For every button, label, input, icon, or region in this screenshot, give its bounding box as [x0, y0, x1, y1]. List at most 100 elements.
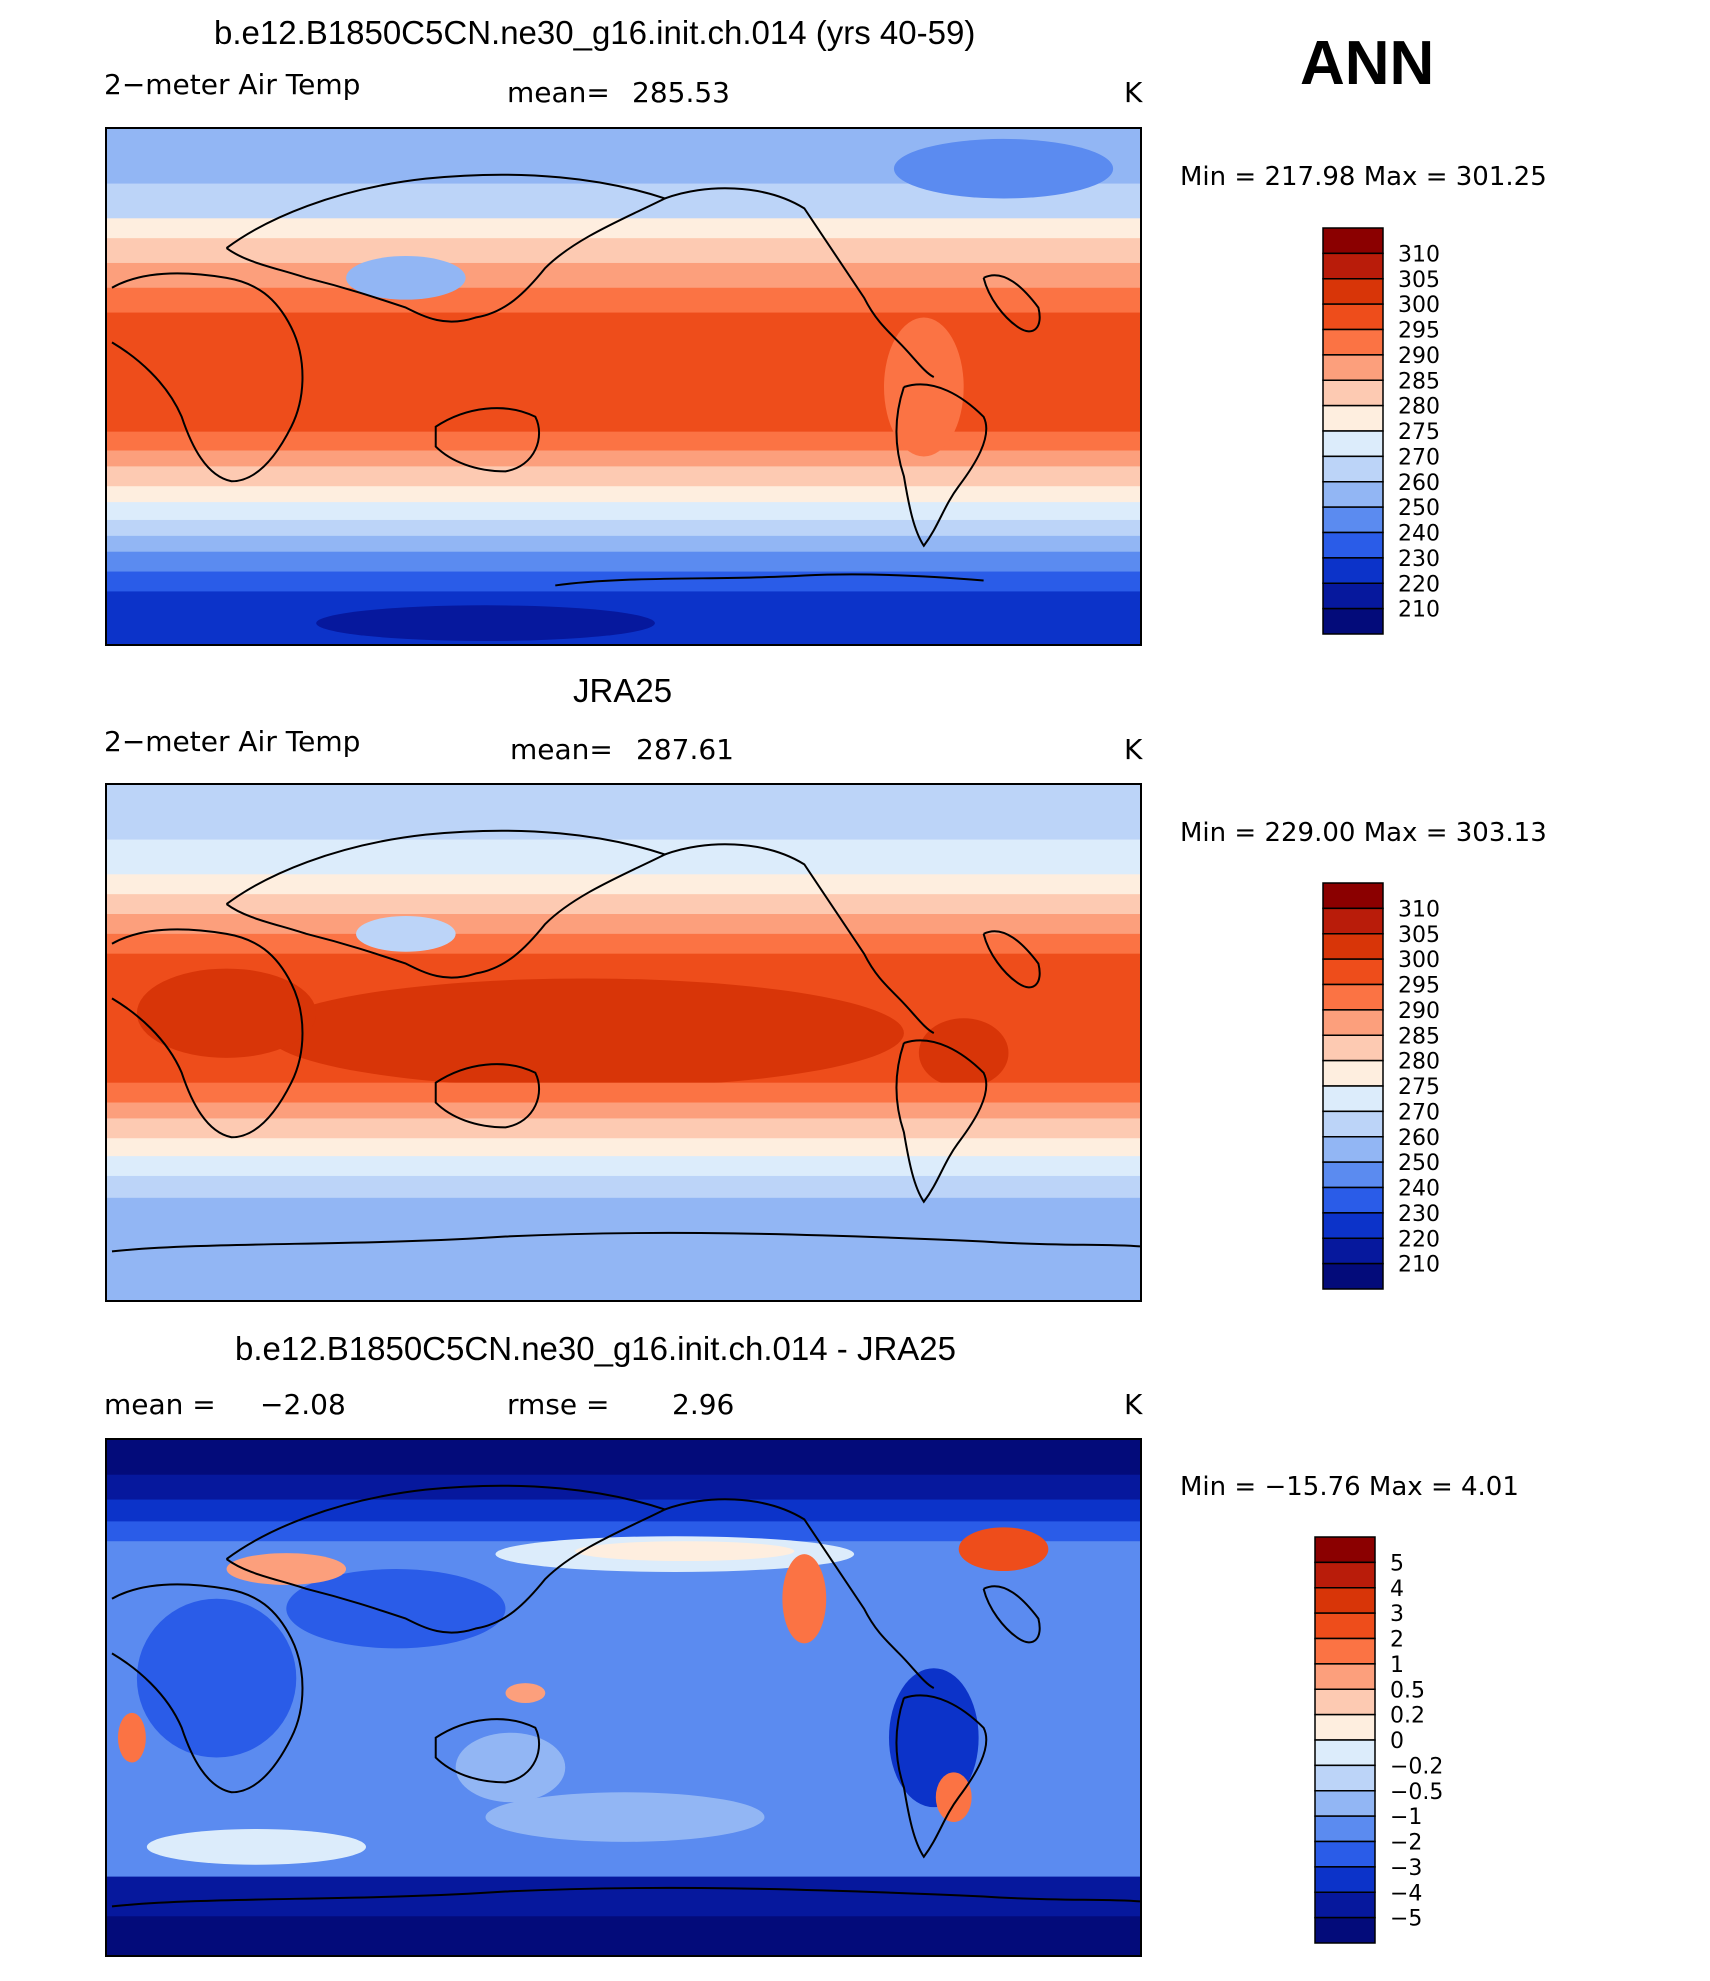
- colorbar-tick-label: 3: [1390, 1602, 1404, 1627]
- panel3-title: b.e12.B1850C5CN.ne30_g16.init.ch.014 - J…: [235, 1330, 956, 1367]
- panel3-map-svg: [107, 1440, 1140, 1955]
- colorbar-swatch: [1322, 379, 1384, 407]
- panel2-colorbar: 3103053002952902852802752702602502402302…: [1322, 882, 1440, 1290]
- colorbar-swatch: [1314, 1688, 1376, 1716]
- colorbar-tick-label: 305: [1398, 923, 1440, 948]
- colorbar-swatch: [1322, 455, 1384, 483]
- colorbar-swatch: [1322, 404, 1384, 432]
- colorbar-tick-label: 210: [1398, 598, 1440, 623]
- colorbar-swatch: [1314, 1612, 1376, 1640]
- colorbar-tick-label: 2: [1390, 1628, 1404, 1653]
- colorbar-swatch: [1314, 1790, 1376, 1817]
- colorbar-swatch: [1322, 1034, 1384, 1062]
- colorbar-tick-label: 285: [1398, 369, 1440, 394]
- colorbar-swatch: [1322, 958, 1384, 986]
- colorbar-tick-label: 270: [1398, 1100, 1440, 1125]
- colorbar-swatch: [1322, 531, 1384, 559]
- colorbar-swatch: [1322, 1085, 1384, 1113]
- colorbar-swatch: [1322, 882, 1384, 910]
- colorbar-tick-label: −1: [1390, 1805, 1422, 1830]
- colorbar-tick-label: 1: [1390, 1653, 1404, 1678]
- panel2-map-svg: [107, 785, 1140, 1300]
- colorbar-tick-label: 290: [1398, 999, 1440, 1024]
- colorbar-tick-label: 5: [1390, 1551, 1404, 1576]
- colorbar-tick-label: 230: [1398, 1202, 1440, 1227]
- colorbar-swatch: [1322, 983, 1384, 1011]
- colorbar-tick-label: 270: [1398, 445, 1440, 470]
- panel1-coastlines: [111, 173, 1041, 587]
- colorbar-tick-label: 275: [1398, 420, 1440, 445]
- panel2-units: K: [1124, 733, 1143, 766]
- colorbar-tick-label: 220: [1398, 572, 1440, 597]
- panel3-units: K: [1124, 1388, 1143, 1421]
- panel3-rmse-label: rmse =: [507, 1388, 610, 1421]
- panel1-min-max: Min = 217.98 Max = 301.25: [1180, 162, 1547, 192]
- colorbar-tick-label: 295: [1398, 319, 1440, 344]
- colorbar-swatch: [1314, 1840, 1376, 1868]
- colorbar-tick-label: 280: [1398, 1050, 1440, 1075]
- panel2-min-max: Min = 229.00 Max = 303.13: [1180, 818, 1547, 848]
- colorbar-swatch: [1322, 252, 1384, 280]
- colorbar-swatch: [1322, 1009, 1384, 1036]
- season-label: ANN: [1300, 29, 1435, 98]
- colorbar-swatch: [1314, 1663, 1376, 1690]
- colorbar-tick-label: 240: [1398, 522, 1440, 547]
- colorbar-swatch: [1322, 303, 1384, 331]
- colorbar-swatch: [1314, 1764, 1376, 1792]
- colorbar-swatch: [1322, 1262, 1384, 1290]
- panel2-map: [105, 783, 1142, 1302]
- colorbar-swatch: [1322, 1237, 1384, 1265]
- colorbar-swatch: [1322, 354, 1384, 381]
- colorbar-swatch: [1314, 1739, 1376, 1767]
- colorbar-swatch: [1322, 1186, 1384, 1214]
- colorbar-swatch: [1322, 1161, 1384, 1189]
- colorbar-swatch: [1314, 1561, 1376, 1589]
- panel1-units: K: [1124, 76, 1143, 109]
- colorbar-swatch: [1322, 607, 1384, 635]
- colorbar-swatch: [1322, 907, 1384, 935]
- colorbar-swatch: [1322, 582, 1384, 610]
- panel3-coastlines: [111, 1484, 1140, 1908]
- colorbar-tick-label: 285: [1398, 1024, 1440, 1049]
- colorbar-swatch: [1314, 1713, 1376, 1741]
- panel3-map: [105, 1438, 1142, 1957]
- panel3-mean-label: mean =: [104, 1388, 216, 1421]
- colorbar-swatch: [1322, 506, 1384, 534]
- panel1-map: [105, 127, 1142, 646]
- colorbar-tick-label: 295: [1398, 974, 1440, 999]
- colorbar-swatch: [1314, 1916, 1376, 1944]
- panel3-mean-value: −2.08: [260, 1388, 346, 1421]
- colorbar-swatch: [1322, 1212, 1384, 1239]
- colorbar-swatch: [1314, 1891, 1376, 1919]
- colorbar-tick-label: −2: [1390, 1831, 1422, 1856]
- panel1-variable: 2−meter Air Temp: [104, 68, 361, 101]
- colorbar-tick-label: 210: [1398, 1253, 1440, 1278]
- panel3-rmse-value: 2.96: [672, 1388, 735, 1421]
- colorbar-tick-label: 0.2: [1390, 1704, 1425, 1729]
- colorbar-tick-label: 260: [1398, 1126, 1440, 1151]
- colorbar-tick-label: 0: [1390, 1729, 1404, 1754]
- colorbar-tick-label: 310: [1398, 897, 1440, 922]
- colorbar-tick-label: 260: [1398, 471, 1440, 496]
- colorbar-swatch: [1322, 227, 1384, 255]
- colorbar-tick-label: −4: [1390, 1881, 1422, 1906]
- colorbar-swatch: [1322, 933, 1384, 960]
- panel2-title: JRA25: [573, 672, 673, 709]
- colorbar-tick-label: 305: [1398, 268, 1440, 293]
- colorbar-swatch: [1322, 1136, 1384, 1163]
- colorbar-swatch: [1314, 1866, 1376, 1893]
- colorbar-tick-label: 300: [1398, 293, 1440, 318]
- colorbar-tick-label: −3: [1390, 1856, 1422, 1881]
- panel2-band-layers: [107, 785, 1140, 1300]
- panel1-title: b.e12.B1850C5CN.ne30_g16.init.ch.014 (yr…: [214, 14, 976, 51]
- colorbar-swatch: [1322, 328, 1384, 356]
- colorbar-tick-label: −0.2: [1390, 1754, 1443, 1779]
- colorbar-swatch: [1322, 1059, 1384, 1087]
- panel1-mean-value: 285.53: [632, 76, 730, 109]
- panel1-mean-label: mean=: [507, 76, 610, 109]
- colorbar-tick-label: −5: [1390, 1907, 1422, 1932]
- panel2-mean-value: 287.61: [636, 733, 734, 766]
- colorbar-swatch: [1314, 1587, 1376, 1614]
- colorbar-swatch: [1322, 1110, 1384, 1138]
